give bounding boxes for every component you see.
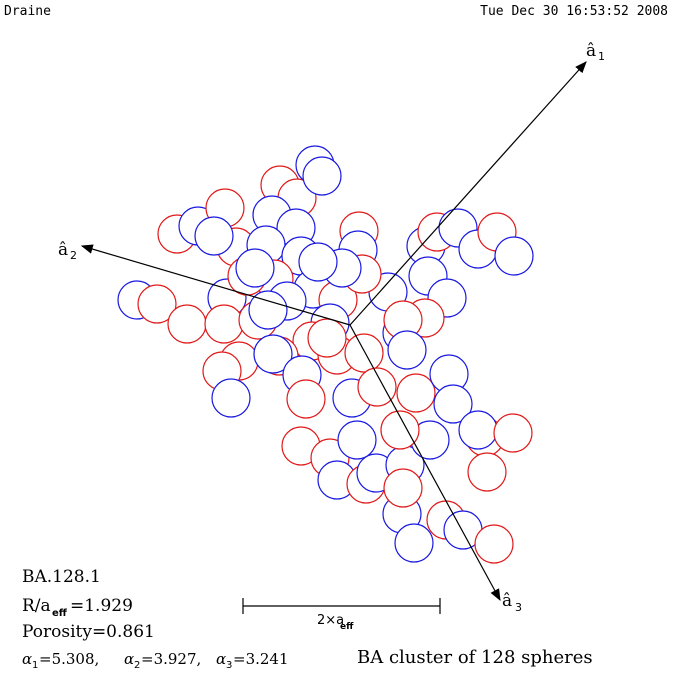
svg-text:1: 1 [32,660,38,671]
sphere-cluster [118,146,533,563]
sphere-blue [495,237,533,275]
sphere-blue [299,243,337,281]
svg-text:3: 3 [226,660,232,671]
svg-text:â: â [58,240,68,260]
svg-text:=5.308,: =5.308, [39,650,99,668]
svg-text:α: α [216,650,226,668]
axis-a1-label: â 1 [586,41,605,63]
porosity: Porosity=0.861 [22,622,155,642]
sphere-blue [195,217,233,255]
svg-text:=3.241: =3.241 [233,650,289,668]
alpha-values: α 1 =5.308, α 2 =3.927, α 3 =3.241 [22,650,289,671]
sphere-red [384,469,422,507]
sphere-red [468,453,506,491]
sphere-red [308,319,346,357]
sphere-blue [236,249,274,287]
sphere-red [168,305,206,343]
svg-text:eff: eff [52,608,68,619]
sphere-red [345,334,383,372]
svg-text:2: 2 [70,249,77,262]
sphere-blue [338,421,376,459]
svg-text:â: â [502,591,512,611]
svg-text:2: 2 [134,660,140,671]
axis-a3-label: â 3 [502,591,522,614]
cluster-id: BA.128.1 [22,567,101,587]
svg-text:1: 1 [598,50,605,63]
caption: BA cluster of 128 spheres [357,647,593,668]
r-over-aeff: R/a eff =1.929 [22,596,133,619]
svg-text:α: α [22,650,32,668]
svg-text:â: â [586,41,596,61]
sphere-blue [388,331,426,369]
axis-a1-line [350,62,586,325]
sphere-blue [459,411,497,449]
sphere-red [287,380,325,418]
scale-bar: 2×a eff [243,598,440,632]
sphere-blue [212,379,250,417]
svg-text:=3.927,: =3.927, [141,650,201,668]
sphere-red [494,414,532,452]
axis-a2-label: â 2 [58,240,77,262]
sphere-red [205,305,243,343]
sphere-red [397,374,435,412]
svg-text:3: 3 [515,601,522,614]
sphere-red [475,525,513,563]
sphere-blue [395,524,433,562]
svg-text:α: α [124,650,134,668]
sphere-blue [303,157,341,195]
svg-text:=1.929: =1.929 [70,596,133,616]
scale-bar-sub: eff [340,622,354,632]
svg-text:R/a: R/a [22,596,51,616]
